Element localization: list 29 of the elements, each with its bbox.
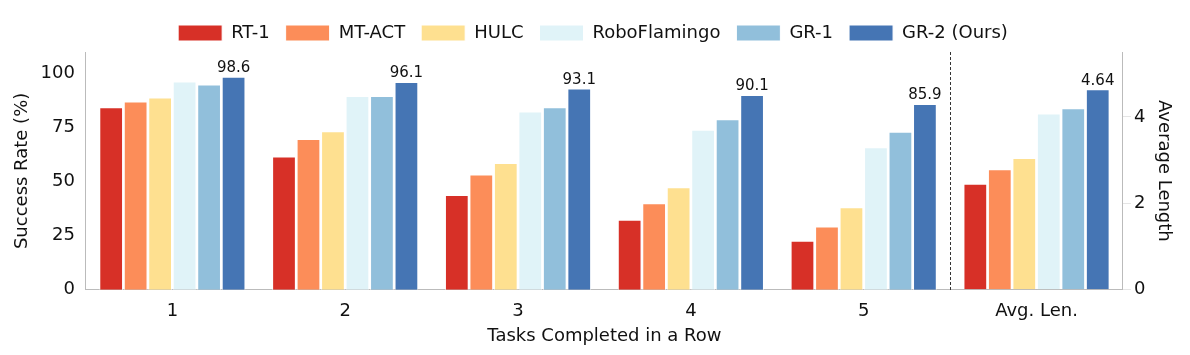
y-axis-title: Success Rate (%) [10, 92, 32, 250]
x-tick-label: 3 [512, 299, 524, 321]
y-tick-label: 25 [52, 223, 75, 245]
data-label: 98.6 [216, 58, 251, 77]
x-tick-label: 2 [339, 299, 351, 321]
x-tick-label: 4 [685, 299, 697, 321]
data-label: 85.9 [908, 85, 942, 104]
data-label: 4.64 [1081, 70, 1115, 89]
data-label: 93.1 [562, 69, 596, 88]
legend-label: RoboFlamingo [592, 20, 721, 42]
y2-tick-label: 2 [1133, 191, 1146, 212]
legend-label: GR-2 (Ours) [902, 20, 1008, 42]
y2-axis-title: Average Length [1154, 100, 1176, 242]
y-tick-label: 75 [52, 115, 75, 137]
legend-label: GR-1 [789, 20, 834, 42]
y-tick-label: 50 [52, 169, 75, 191]
y2-tick-label: 4 [1133, 104, 1146, 126]
x-axis-title: Tasks Completed in a Row [486, 323, 722, 345]
legend-label: RT-1 [231, 20, 270, 42]
y-tick-label: 0 [63, 277, 75, 299]
x-tick-label: 1 [166, 299, 179, 321]
x-tick-label: Avg. Len. [995, 299, 1078, 321]
y-tick-label: 100 [40, 61, 75, 83]
y2-tick-label: 0 [1133, 277, 1146, 299]
legend-label: MT-ACT [338, 20, 407, 42]
x-tick-label: 5 [857, 299, 870, 321]
data-label: 90.1 [735, 76, 769, 95]
data-label: 96.1 [389, 63, 424, 82]
legend-label: HULC [474, 20, 524, 42]
